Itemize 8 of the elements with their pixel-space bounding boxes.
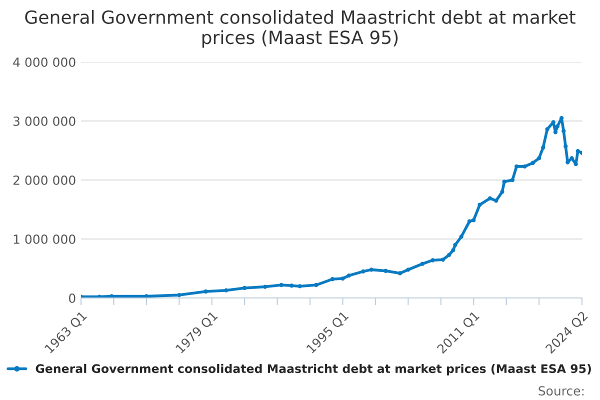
- legend-label: General Government consolidated Maastricht debt at market prices (Maast ESA 95): [36, 364, 591, 376]
- y-tick-label: 0: [69, 293, 76, 303]
- y-tick-label: 2 000 000: [13, 175, 76, 185]
- y-tick-label: 3 000 000: [13, 116, 76, 126]
- chart-title: General Government consolidated Maastricht debt at market prices (Maast ESA 95): [25, 10, 576, 48]
- source-note: Source:: [538, 386, 584, 396]
- y-tick-label: 1 000 000: [14, 234, 76, 244]
- y-tick-label: 4 000 000: [13, 57, 76, 67]
